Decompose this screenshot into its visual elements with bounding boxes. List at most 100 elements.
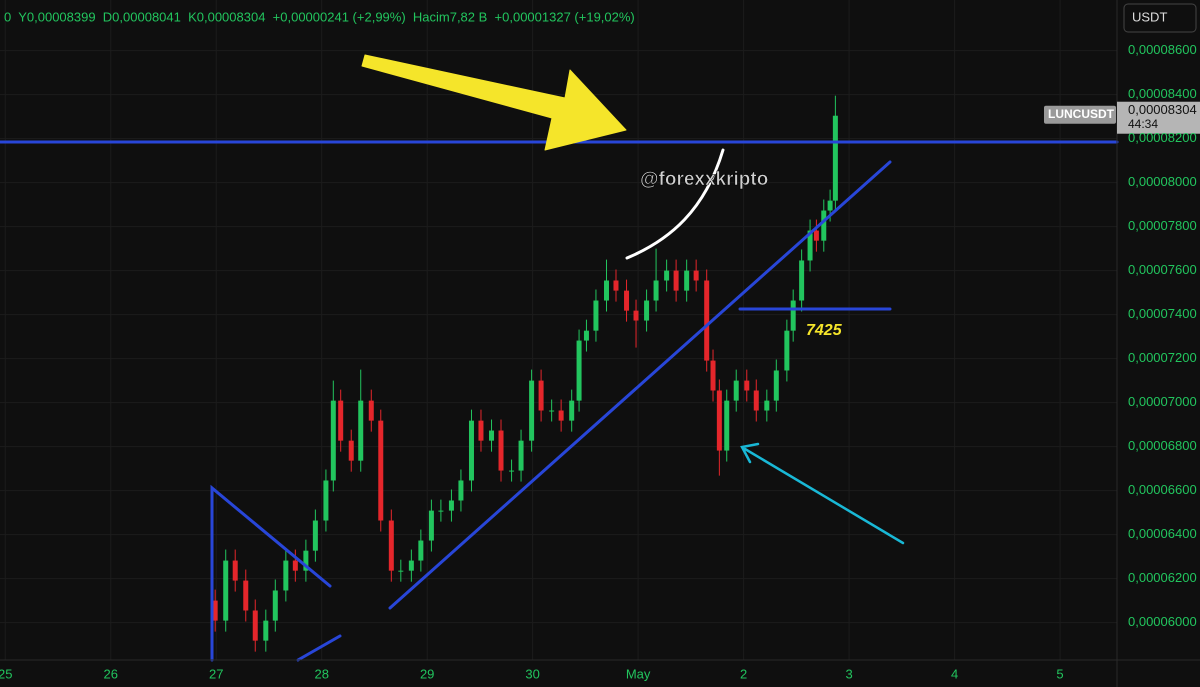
y-tick-label: 0,00008600 [1128,42,1197,57]
x-tick-label: 4 [951,666,958,681]
candle-body [799,260,805,301]
candle-body [408,560,414,571]
candle-body [418,540,424,561]
drawings [0,54,1119,662]
candle-body [549,410,555,412]
candle-body [498,430,504,471]
x-tick-label: May [626,666,651,681]
y-tick-label: 0,00006400 [1128,526,1197,541]
y-tick-label: 0,00007600 [1128,262,1197,277]
candle-body [368,400,374,421]
candle-body [733,380,739,401]
candle-body [764,400,770,411]
candle-body [212,600,218,621]
y-tick-label: 0,00008400 [1128,86,1197,101]
candle-body [603,280,609,301]
candles [212,95,838,652]
countdown: 44:34 [1128,117,1158,131]
last-price-label: 0,00008304 [1128,102,1197,117]
candle-body [538,380,544,411]
candle-body [243,580,249,611]
candle-body [378,420,384,521]
y-tick-label: 0,00006000 [1128,614,1197,629]
grid [0,0,1117,660]
candle-body [458,480,464,501]
candle-body [558,410,564,421]
candle-body [813,230,819,241]
candle-body [716,390,722,451]
candle-body [323,480,329,521]
y-tick-label: 0,00007000 [1128,394,1197,409]
y-tick-label: 0,00007200 [1128,350,1197,365]
candle-body [232,560,238,581]
candle-body [478,420,484,441]
candle-body [790,300,796,331]
y-tick-label: 0,00006800 [1128,438,1197,453]
candle-body [704,280,710,361]
x-tick-label: 29 [420,666,434,681]
candle-body [272,590,278,621]
candle-body [448,500,454,511]
candle-body [827,200,833,211]
candle-body [821,210,827,241]
symbol-tag-bg [1044,105,1116,124]
candle-body [348,440,354,461]
x-tick-label: 28 [314,666,328,681]
candle-body [784,330,790,371]
candle-body [569,400,575,421]
candle-body [576,340,582,401]
x-tick-label: 26 [104,666,118,681]
watermark: @forexxkripto [640,169,768,190]
symbol-tag: LUNCUSDT [1048,107,1115,121]
candle-body [330,400,336,481]
candle-body [303,550,309,571]
candle-body [292,560,298,571]
candle-body [673,270,679,291]
candle-body [252,610,258,641]
candle-body [593,300,599,331]
candle-body [223,560,229,621]
candle-body [428,510,434,541]
candle-body [509,470,515,472]
last-price-tag-bg [1117,101,1200,134]
candle-body [773,370,779,401]
arrow-shaft [743,447,905,545]
candle-body [398,570,404,572]
currency: USDT [1132,9,1167,24]
candle-body [807,230,813,261]
triangle-base [296,634,342,662]
candle-body [583,330,589,341]
x-tick-label: 2 [740,666,747,681]
candle-body [338,400,344,441]
y-tick-label: 0,00006200 [1128,570,1197,585]
level-annotation: 7425 [806,322,843,339]
trend-line [388,160,892,610]
currency-button[interactable] [1123,3,1197,33]
candle-body [283,560,289,591]
candle-body [624,290,630,311]
candle-body [518,440,524,471]
candle-body [312,520,318,551]
y-tick-label: 0,00008200 [1128,130,1197,145]
candle-body [724,400,730,451]
candle-body [438,510,444,512]
triangle [210,484,332,662]
candle-body [684,270,690,291]
candle-body [744,380,750,391]
candle-body [529,380,535,441]
candle-body [468,420,474,481]
x-tick-label: 5 [1056,666,1063,681]
x-tick-label: 3 [845,666,852,681]
y-tick-label: 0,00007400 [1128,306,1197,321]
candle-body [388,520,394,571]
candle-body [753,390,759,411]
y-tick-label: 0,00006600 [1128,482,1197,497]
curve [625,148,725,260]
candle-body [693,270,699,281]
candle-body [710,360,716,391]
candle-body [633,310,639,321]
candle-body [613,280,619,291]
x-tick-label: 30 [525,666,539,681]
